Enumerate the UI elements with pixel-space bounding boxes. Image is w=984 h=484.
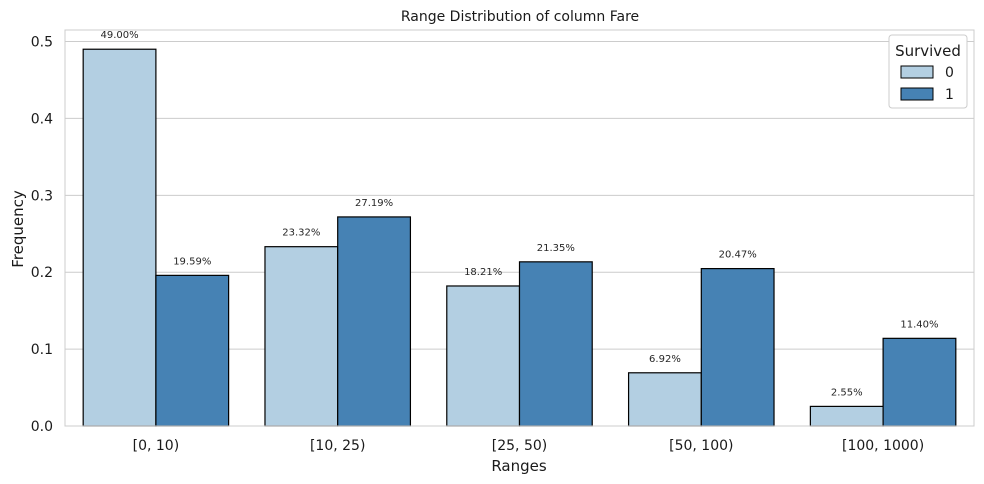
bar-value-label: 27.19% [355, 198, 393, 209]
bar-value-label: 20.47% [719, 250, 757, 261]
bar-value-label: 11.40% [900, 319, 938, 330]
legend-label-0: 0 [945, 65, 954, 81]
chart-title: Range Distribution of column Fare [401, 9, 639, 25]
y-tick-label: 0.1 [31, 342, 53, 358]
x-tick-labels: [0, 10) [10, 25) [25, 50) [50, 100) [100, 10… [133, 438, 925, 454]
y-tick-label: 0.4 [31, 111, 53, 127]
bar-value-label: 6.92% [649, 354, 681, 365]
bar-series-1 [700, 267, 775, 427]
bar-series-0 [82, 48, 157, 427]
x-tick-label: [10, 25) [310, 438, 365, 454]
y-tick-label: 0.0 [31, 419, 53, 435]
x-tick-label: [0, 10) [133, 438, 180, 454]
y-tick-label: 0.3 [31, 188, 53, 204]
bar-series-1 [337, 216, 412, 427]
bar-series-0 [446, 285, 521, 427]
y-tick-label: 0.2 [31, 265, 53, 281]
y-axis-label: Frequency [9, 190, 27, 268]
bar-value-label: 21.35% [537, 243, 575, 254]
legend-label-1: 1 [945, 87, 954, 103]
legend-title: Survived [895, 42, 961, 60]
x-tick-label: [50, 100) [669, 438, 733, 454]
plot-frame [64, 29, 975, 427]
legend-swatch-0 [900, 65, 934, 79]
bar-value-label: 19.59% [173, 256, 211, 267]
bar-series-0 [264, 246, 339, 427]
bar-series-0 [809, 405, 884, 427]
bar-series-1 [882, 337, 957, 427]
x-tick-label: [25, 50) [492, 438, 547, 454]
y-tick-label: 0.5 [31, 35, 53, 51]
bar-series-0 [627, 372, 702, 427]
bar-series-1 [155, 274, 230, 427]
bar-value-label: 18.21% [464, 267, 502, 278]
bar-value-label: 23.32% [282, 228, 320, 239]
bar-series-1 [518, 261, 593, 427]
x-axis-label: Ranges [491, 457, 547, 475]
y-tick-labels: 0.0 0.1 0.2 0.3 0.4 0.5 [31, 35, 53, 435]
bars [82, 48, 957, 427]
bar-value-label: 2.55% [831, 387, 863, 398]
bar-value-labels: 49.00% 19.59% 23.32% 27.19% 18.21% 21.35% 6.92… [100, 30, 938, 398]
legend: Survived 0 1 [888, 34, 968, 109]
legend-swatch-1 [900, 87, 934, 101]
x-tick-label: [100, 1000) [842, 438, 924, 454]
bar-value-label: 49.00% [100, 30, 138, 41]
